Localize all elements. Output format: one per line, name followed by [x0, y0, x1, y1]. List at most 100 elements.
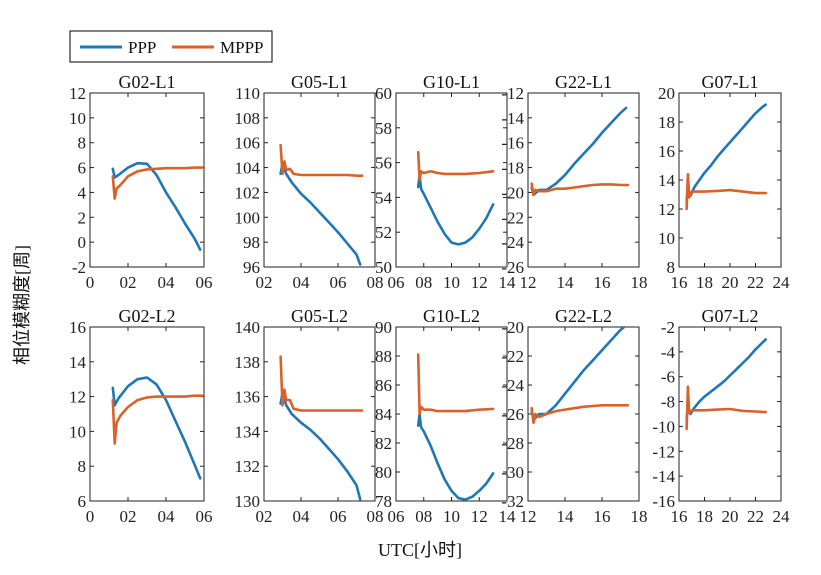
y-tick-label: 10 — [69, 422, 86, 441]
y-tick-label: 2 — [78, 208, 87, 227]
y-tick-label: 50 — [375, 258, 392, 277]
series-line-ppp — [685, 338, 768, 421]
axes-frame — [263, 326, 376, 502]
subplot-title: G10-L2 — [423, 306, 480, 326]
y-axis-label: 相位模糊度[周] — [12, 245, 32, 365]
y-tick-label: 96 — [243, 258, 260, 277]
axes-frame — [263, 92, 376, 268]
subplot-title: G02-L2 — [119, 306, 176, 326]
y-tick-label: -24 — [501, 233, 524, 252]
y-tick-label: 56 — [375, 154, 392, 173]
subplot-title: G22-L1 — [555, 72, 612, 92]
y-tick-label: 14 — [69, 353, 87, 372]
series-line-ppp — [416, 412, 495, 501]
series-line-mppp — [279, 143, 364, 177]
y-tick-label: 8 — [78, 134, 87, 153]
x-tick-label: 06 — [196, 507, 213, 526]
y-tick-label: 80 — [375, 463, 392, 482]
x-tick-label: 12 — [471, 273, 488, 292]
y-tick-label: -12 — [501, 84, 524, 103]
axes-frame — [527, 92, 640, 268]
series-line-mppp — [111, 166, 204, 200]
x-tick-label: 0 — [86, 507, 95, 526]
y-tick-label: 138 — [235, 353, 261, 372]
x-tick-label: 08 — [367, 507, 384, 526]
y-tick-label: -22 — [501, 347, 524, 366]
y-tick-label: 52 — [375, 223, 392, 242]
y-tick-label: 136 — [235, 388, 261, 407]
series-line-mppp — [416, 353, 495, 416]
y-tick-label: 6 — [78, 492, 87, 511]
subplot-g05-l1: 96 98 100 102 104 106 108 110 02 04 06 08 G05-L1 — [235, 72, 384, 292]
series-line-mppp — [530, 403, 630, 425]
y-tick-label: 16 — [69, 318, 86, 337]
series-line-mppp — [416, 150, 495, 182]
x-tick-label: 24 — [773, 273, 791, 292]
y-tick-label: 82 — [375, 434, 392, 453]
x-tick-label: 04 — [158, 507, 176, 526]
y-tick-label: -12 — [652, 442, 675, 461]
y-tick-label: 60 — [375, 84, 392, 103]
x-tick-label: 18 — [631, 273, 648, 292]
y-tick-label: 86 — [375, 376, 392, 395]
series-line-ppp — [685, 103, 768, 202]
y-tick-label: -16 — [501, 134, 524, 153]
y-tick-label: 8 — [667, 258, 676, 277]
y-tick-label: 12 — [69, 84, 86, 103]
y-tick-label: 134 — [235, 422, 261, 441]
x-tick-label: 08 — [415, 507, 432, 526]
y-tick-label: -20 — [501, 318, 524, 337]
y-tick-label: 16 — [658, 142, 675, 161]
axes-frame — [89, 326, 205, 502]
subplot-title: G07-L2 — [702, 306, 759, 326]
y-tick-label: -18 — [501, 159, 524, 178]
subplot-g10-l1: 50 52 54 56 58 60 06 08 10 12 14 G10-L1 — [375, 72, 516, 292]
subplot-title: G02-L1 — [119, 72, 176, 92]
y-tick-label: 90 — [375, 318, 392, 337]
x-tick-label: 16 — [594, 507, 611, 526]
x-tick-label: 18 — [696, 507, 713, 526]
x-tick-label: 10 — [443, 273, 460, 292]
y-tick-label: 104 — [235, 159, 261, 178]
y-tick-label: -4 — [661, 343, 676, 362]
axes-frame — [678, 326, 782, 502]
y-tick-label: 132 — [235, 457, 261, 476]
y-tick-label: 0 — [78, 233, 87, 252]
x-tick-label: 06 — [330, 273, 347, 292]
y-tick-label: 100 — [235, 208, 261, 227]
x-tick-label: 14 — [499, 507, 517, 526]
subplot-title: G10-L1 — [423, 72, 480, 92]
x-tick-label: 22 — [747, 507, 764, 526]
x-tick-label: 08 — [415, 273, 432, 292]
x-tick-label: 18 — [631, 507, 648, 526]
y-tick-label: 10 — [658, 229, 675, 248]
y-tick-label: 78 — [375, 492, 392, 511]
x-tick-label: 10 — [443, 507, 460, 526]
series-line-mppp — [530, 182, 630, 197]
y-tick-label: 106 — [235, 134, 261, 153]
series-line-ppp — [111, 376, 202, 480]
series-line-mppp — [111, 394, 204, 445]
x-tick-label: 22 — [747, 273, 764, 292]
y-tick-label: 12 — [658, 200, 675, 219]
series-line-ppp — [279, 162, 362, 266]
y-tick-label: 98 — [243, 233, 260, 252]
y-tick-label: -28 — [501, 434, 524, 453]
y-tick-label: 130 — [235, 492, 261, 511]
series-line-mppp — [279, 355, 364, 412]
y-tick-label: -6 — [661, 368, 675, 387]
y-tick-label: -24 — [501, 376, 524, 395]
subplot-title: G07-L1 — [702, 72, 759, 92]
y-tick-label: 140 — [235, 318, 261, 337]
y-tick-label: -22 — [501, 208, 524, 227]
y-tick-label: -2 — [661, 318, 675, 337]
y-tick-label: -14 — [652, 467, 675, 486]
x-tick-label: 12 — [520, 273, 537, 292]
y-tick-label: 20 — [658, 84, 675, 103]
y-tick-label: 12 — [69, 388, 86, 407]
axes-frame — [89, 92, 205, 268]
y-tick-label: -20 — [501, 183, 524, 202]
